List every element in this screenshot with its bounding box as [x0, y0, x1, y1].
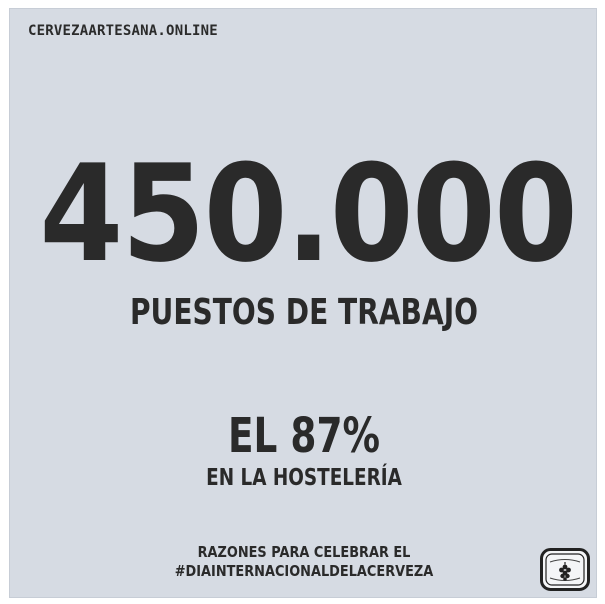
footer-hashtag: #DIAINTERNACIONALDELACERVEZA — [174, 562, 434, 580]
beer-hop-logo-icon — [540, 548, 590, 591]
brand-url: CERVEZAARTESANA.ONLINE — [28, 23, 218, 39]
jobs-count: 450.000 — [39, 136, 577, 292]
infographic-card: CERVEZAARTESANA.ONLINE 450.000 PUESTOS D… — [9, 8, 597, 598]
footer-reasons-text: RAZONES PARA CELEBRAR EL — [197, 543, 411, 561]
jobs-label: PUESTOS DE TRABAJO — [129, 292, 479, 333]
hospitality-label: EN LA HOSTELERÍA — [206, 465, 402, 491]
hospitality-percent: EL 87% — [227, 408, 381, 464]
